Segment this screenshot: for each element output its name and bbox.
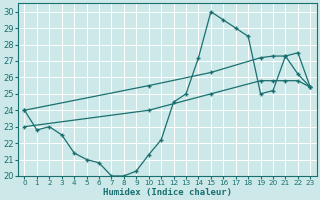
X-axis label: Humidex (Indice chaleur): Humidex (Indice chaleur) xyxy=(103,188,232,197)
